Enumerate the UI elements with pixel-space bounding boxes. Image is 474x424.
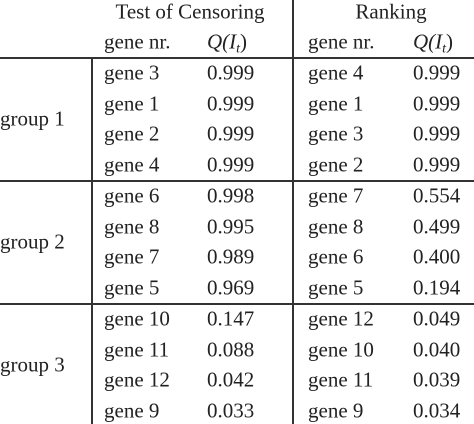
gene-name: gene 11 (104, 337, 170, 362)
q-value: 0.969 (207, 275, 255, 300)
q-value: 0.088 (207, 337, 255, 362)
q-value: 0.999 (207, 60, 255, 85)
gene-name: gene 4 (308, 60, 364, 85)
q-value: 0.995 (207, 214, 255, 239)
gene-name: gene 10 (308, 337, 374, 362)
column-header: Q(It) (207, 29, 248, 56)
gene-name: gene 5 (104, 275, 160, 300)
q-main: Q(I (413, 29, 443, 54)
q-value: 0.039 (413, 367, 461, 392)
q-value: 0.042 (207, 367, 255, 392)
gene-name: gene 6 (308, 244, 364, 269)
gene-name: gene 8 (308, 214, 364, 239)
q-value: 0.147 (207, 306, 255, 331)
q-value: 0.040 (413, 337, 461, 362)
gene-name: gene 7 (104, 244, 160, 269)
gene-name: gene 8 (104, 214, 160, 239)
q-value: 0.999 (207, 91, 255, 116)
gene-name: gene 9 (308, 398, 364, 423)
q-value: 0.999 (207, 152, 255, 177)
gene-name: gene 1 (104, 91, 160, 116)
gene-name: gene 5 (308, 275, 364, 300)
q-value: 0.033 (207, 398, 255, 423)
group-label: group 1 (0, 106, 65, 131)
rule (0, 303, 474, 305)
gene-name: gene 7 (308, 183, 364, 208)
gene-name: gene 10 (104, 306, 170, 331)
q-value: 0.499 (413, 214, 461, 239)
column-header: gene nr. (308, 29, 375, 54)
q-value: 0.554 (413, 183, 461, 208)
gene-name: gene 1 (308, 91, 364, 116)
column-header: Q(It) (413, 29, 454, 56)
gene-name: gene 2 (104, 121, 160, 146)
q-value: 0.049 (413, 306, 461, 331)
q-value: 0.999 (413, 91, 461, 116)
q-value: 0.999 (413, 60, 461, 85)
q-value: 0.998 (207, 183, 255, 208)
q-close: ) (446, 29, 454, 54)
group-label: group 2 (0, 229, 65, 254)
gene-name: gene 2 (308, 152, 364, 177)
column-group-header: Test of Censoring (115, 0, 265, 24)
gene-name: gene 4 (104, 152, 160, 177)
gene-name: gene 12 (104, 367, 170, 392)
q-subscript: t (442, 41, 447, 57)
q-value: 0.999 (413, 121, 461, 146)
column-group-header: Ranking (355, 0, 427, 24)
q-value: 0.194 (413, 275, 461, 300)
q-value: 0.034 (413, 398, 461, 423)
group-label: group 3 (0, 352, 65, 377)
gene-name: gene 3 (308, 121, 364, 146)
gene-name: gene 9 (104, 398, 160, 423)
gene-name: gene 3 (104, 60, 160, 85)
rule (91, 58, 93, 424)
gene-name: gene 6 (104, 183, 160, 208)
q-value: 0.400 (413, 244, 461, 269)
q-value: 0.989 (207, 244, 255, 269)
rule (292, 0, 294, 424)
rule (0, 57, 474, 59)
rule (0, 180, 474, 182)
q-close: ) (240, 29, 248, 54)
q-value: 0.999 (207, 121, 255, 146)
gene-name: gene 12 (308, 306, 374, 331)
q-main: Q(I (207, 29, 237, 54)
q-subscript: t (236, 41, 241, 57)
gene-name: gene 11 (308, 367, 374, 392)
column-header: gene nr. (104, 29, 171, 54)
q-value: 0.999 (413, 152, 461, 177)
